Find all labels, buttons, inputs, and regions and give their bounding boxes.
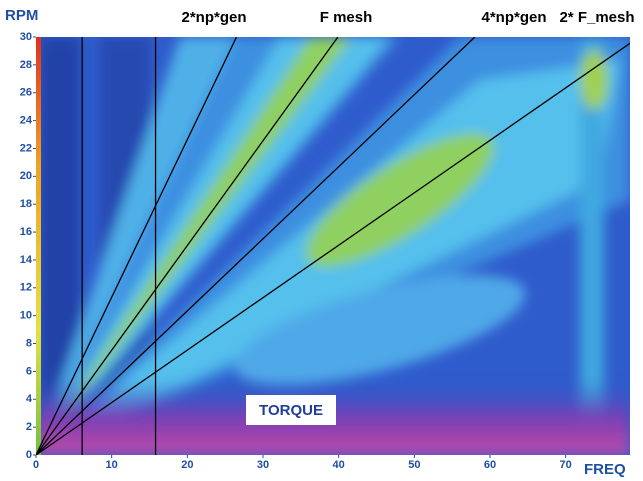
y-tick-label: 22 <box>20 142 32 154</box>
order-line <box>36 42 630 455</box>
y-tick-label: 8 <box>26 337 32 349</box>
order-line <box>36 37 238 455</box>
annotation: TORQUE <box>259 402 323 419</box>
y-axis-label: RPM <box>5 7 38 24</box>
y-tick-label: 2 <box>26 421 32 433</box>
y-tick-label: 6 <box>26 365 32 377</box>
x-tick-label: 0 <box>33 459 39 471</box>
y-tick-label: 24 <box>20 115 33 127</box>
line-label: 4*np*gen <box>481 9 546 26</box>
series-lines <box>36 37 630 455</box>
y-tick-label: 28 <box>20 59 32 71</box>
line-label: 2*np*gen <box>181 9 246 26</box>
x-tick-label: 50 <box>408 459 420 471</box>
order-line <box>36 37 339 455</box>
line-label: F mesh <box>320 9 373 26</box>
y-tick-label: 20 <box>20 170 32 182</box>
x-axis-label: FREQ <box>584 461 626 478</box>
line-label: 2* F_mesh <box>559 9 634 26</box>
y-tick-label: 26 <box>20 87 32 99</box>
y-tick-label: 4 <box>26 393 33 405</box>
annotation-box <box>246 395 336 425</box>
x-tick-label: 60 <box>484 459 496 471</box>
y-tick-label: 30 <box>20 31 32 43</box>
y-tick-label: 18 <box>20 198 32 210</box>
y-tick-label: 16 <box>20 226 32 238</box>
y-tick-label: 0 <box>26 449 32 461</box>
heatmap <box>36 37 630 455</box>
x-tick-label: 40 <box>333 459 345 471</box>
x-tick-label: 10 <box>106 459 118 471</box>
y-tick-label: 12 <box>20 282 32 294</box>
y-tick-label: 14 <box>20 254 33 266</box>
order-line <box>36 37 476 455</box>
x-tick-label: 20 <box>181 459 193 471</box>
x-tick-label: 70 <box>560 459 572 471</box>
x-tick-label: 30 <box>257 459 269 471</box>
y-tick-label: 10 <box>20 310 32 322</box>
